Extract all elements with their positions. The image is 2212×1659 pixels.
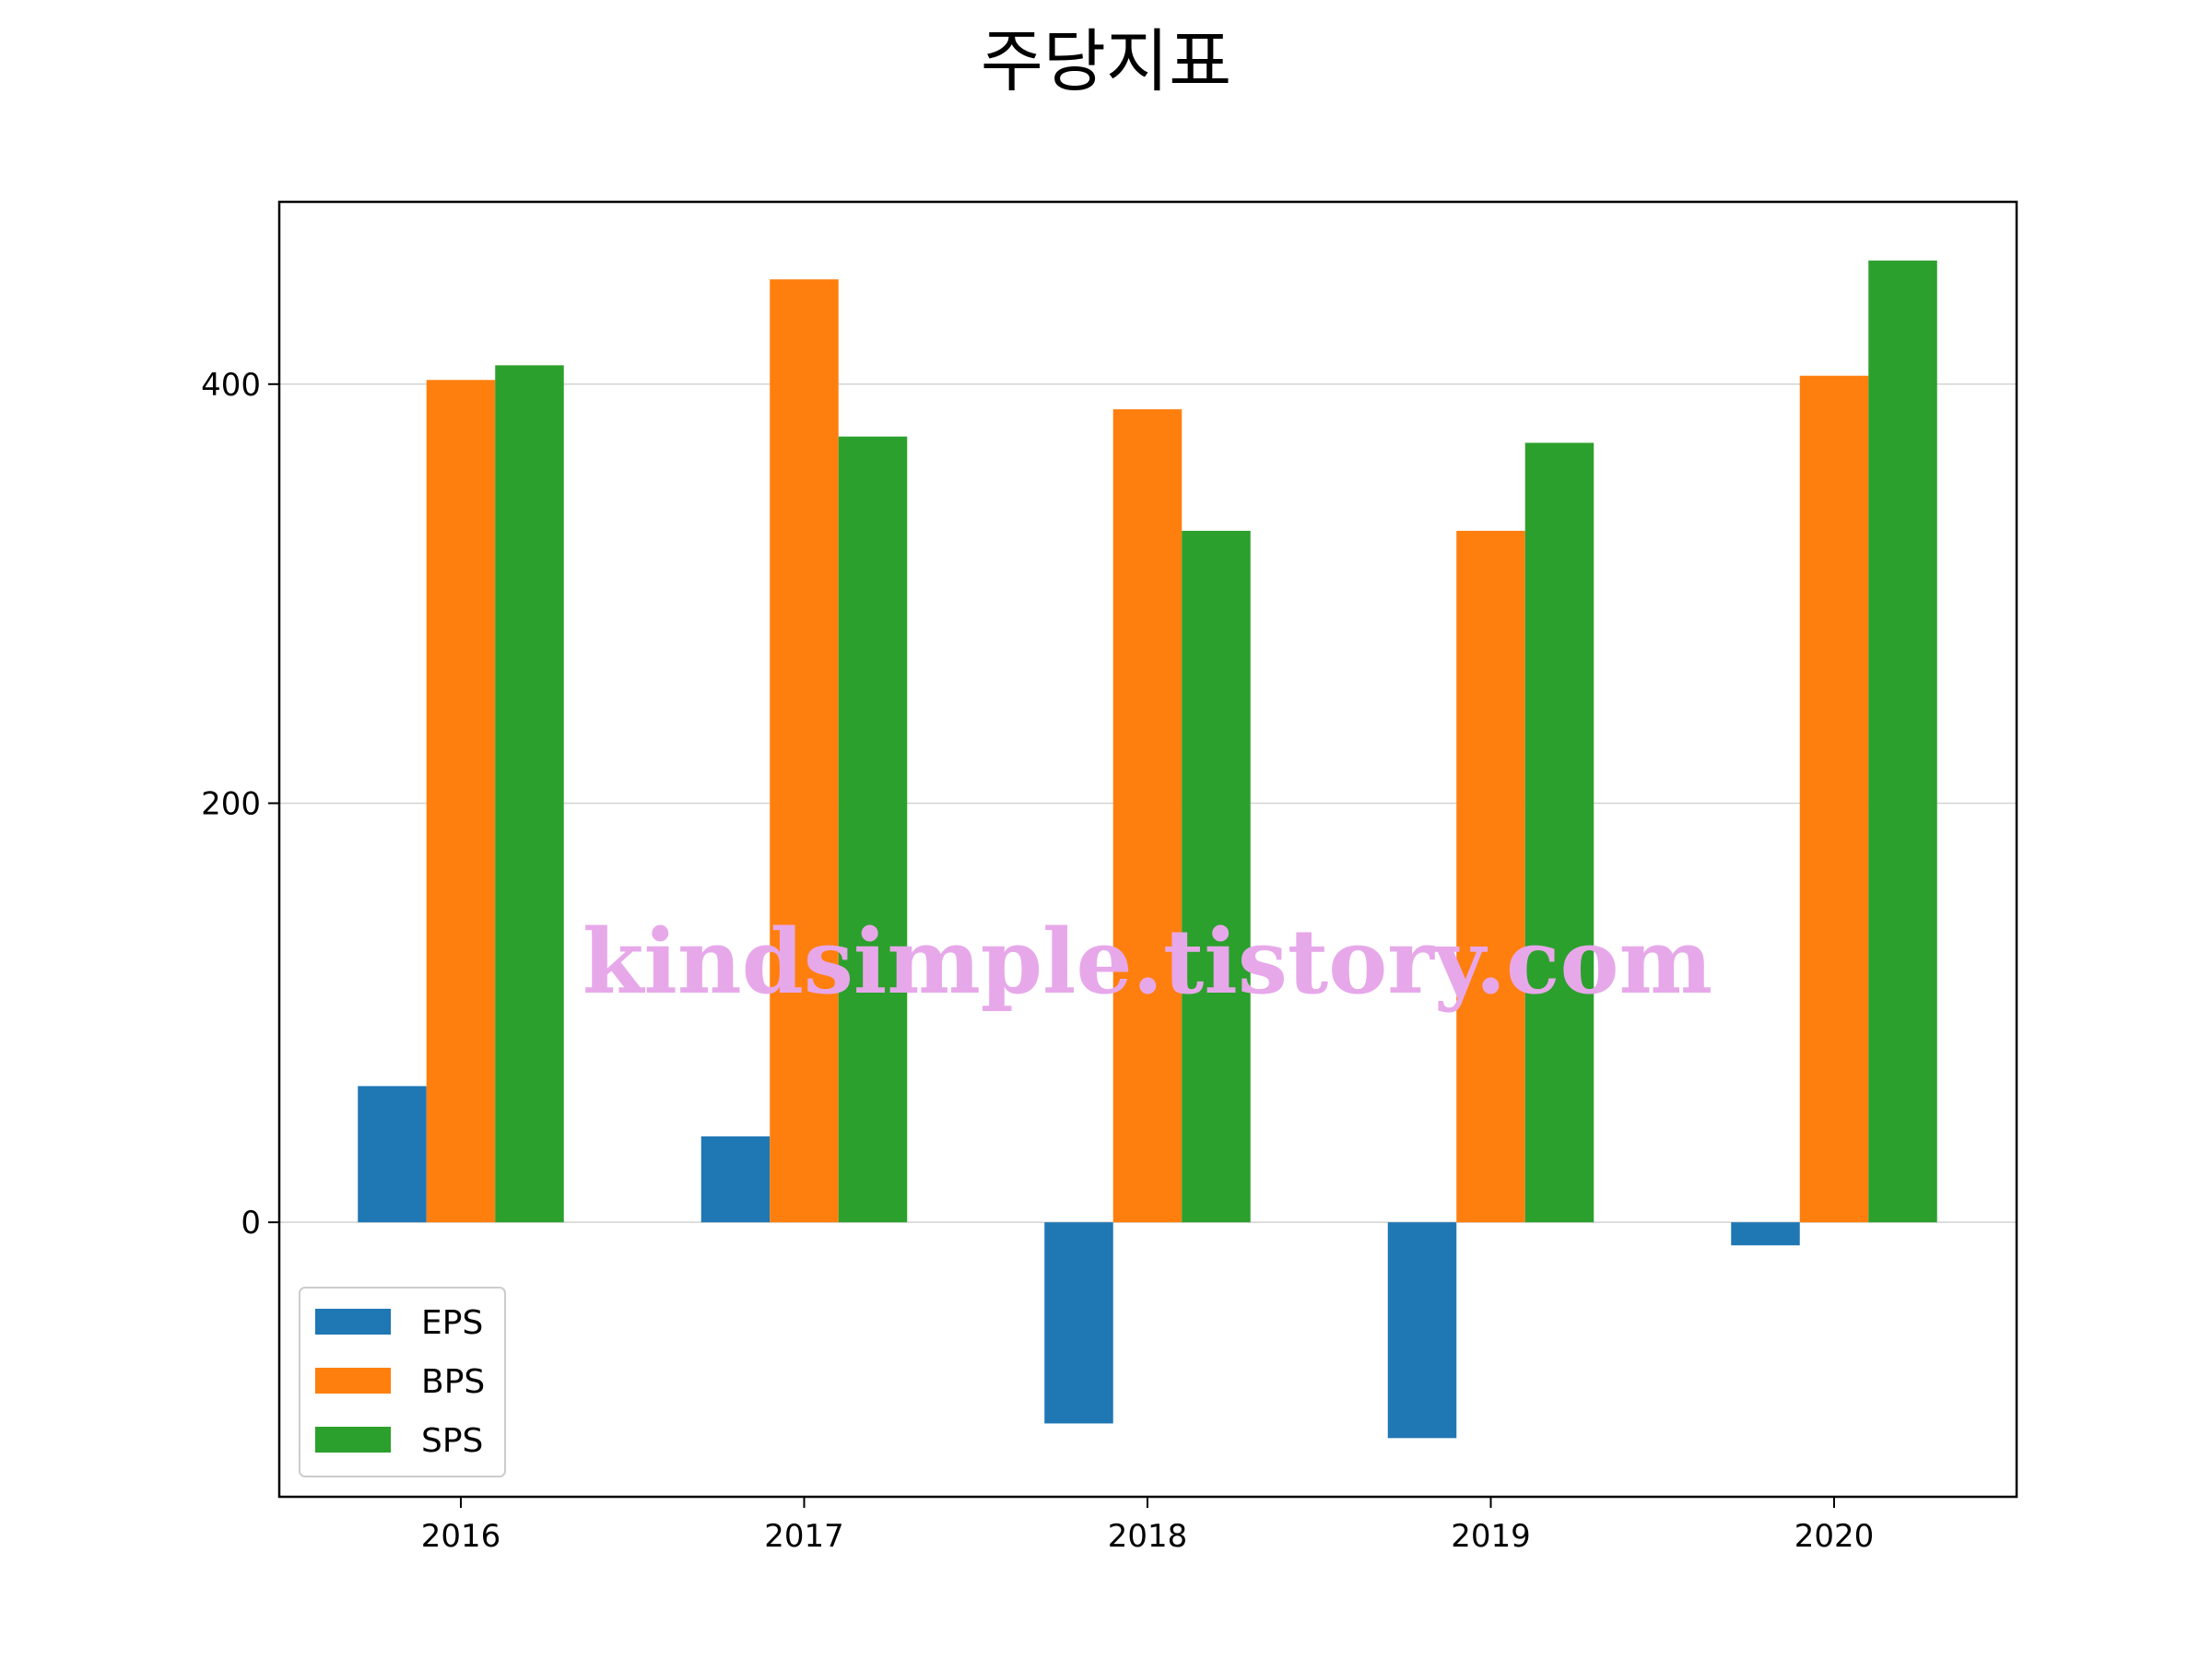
legend-label-sps: SPS <box>421 1422 483 1460</box>
bar-eps <box>1044 1222 1113 1424</box>
bar-bps <box>770 279 839 1223</box>
bar-sps <box>1182 530 1251 1223</box>
bar-sps <box>838 436 908 1223</box>
y-tick-label: 0 <box>241 1205 261 1241</box>
bar-eps <box>1731 1222 1800 1246</box>
axis-layer: 0 200 400 2016 2017 2018 2019 2020 <box>201 200 2018 1555</box>
x-tick-label: 2016 <box>421 1518 501 1555</box>
chart-title: 주당지표 <box>981 22 1231 101</box>
bar-layer <box>358 260 1937 1439</box>
legend: EPS BPS SPS <box>299 1287 506 1477</box>
bar-eps <box>358 1086 427 1223</box>
x-tick-label: 2018 <box>1108 1518 1188 1555</box>
bar-sps <box>495 365 564 1223</box>
bar-eps <box>700 1135 771 1223</box>
legend-swatch-eps <box>315 1309 391 1335</box>
bar-bps <box>426 380 496 1223</box>
x-tick-label: 2020 <box>1794 1518 1875 1555</box>
legend-label-eps: EPS <box>421 1304 483 1342</box>
x-tick-label: 2017 <box>764 1518 844 1555</box>
legend-swatch-sps <box>315 1427 391 1453</box>
bar-eps <box>1387 1222 1457 1439</box>
y-tick-label: 200 <box>201 785 261 822</box>
legend-swatch-bps <box>315 1368 391 1394</box>
bar-bps <box>1799 375 1869 1223</box>
bar-sps <box>1868 260 1937 1223</box>
y-tick-label: 400 <box>201 367 261 404</box>
watermark-text: kindsimple.tistory.com <box>582 910 1712 1014</box>
legend-label-bps: BPS <box>421 1363 485 1401</box>
bar-bps <box>1112 409 1182 1223</box>
bar-sps <box>1524 442 1594 1223</box>
bar-bps <box>1456 530 1525 1223</box>
x-tick-label: 2019 <box>1451 1518 1531 1555</box>
